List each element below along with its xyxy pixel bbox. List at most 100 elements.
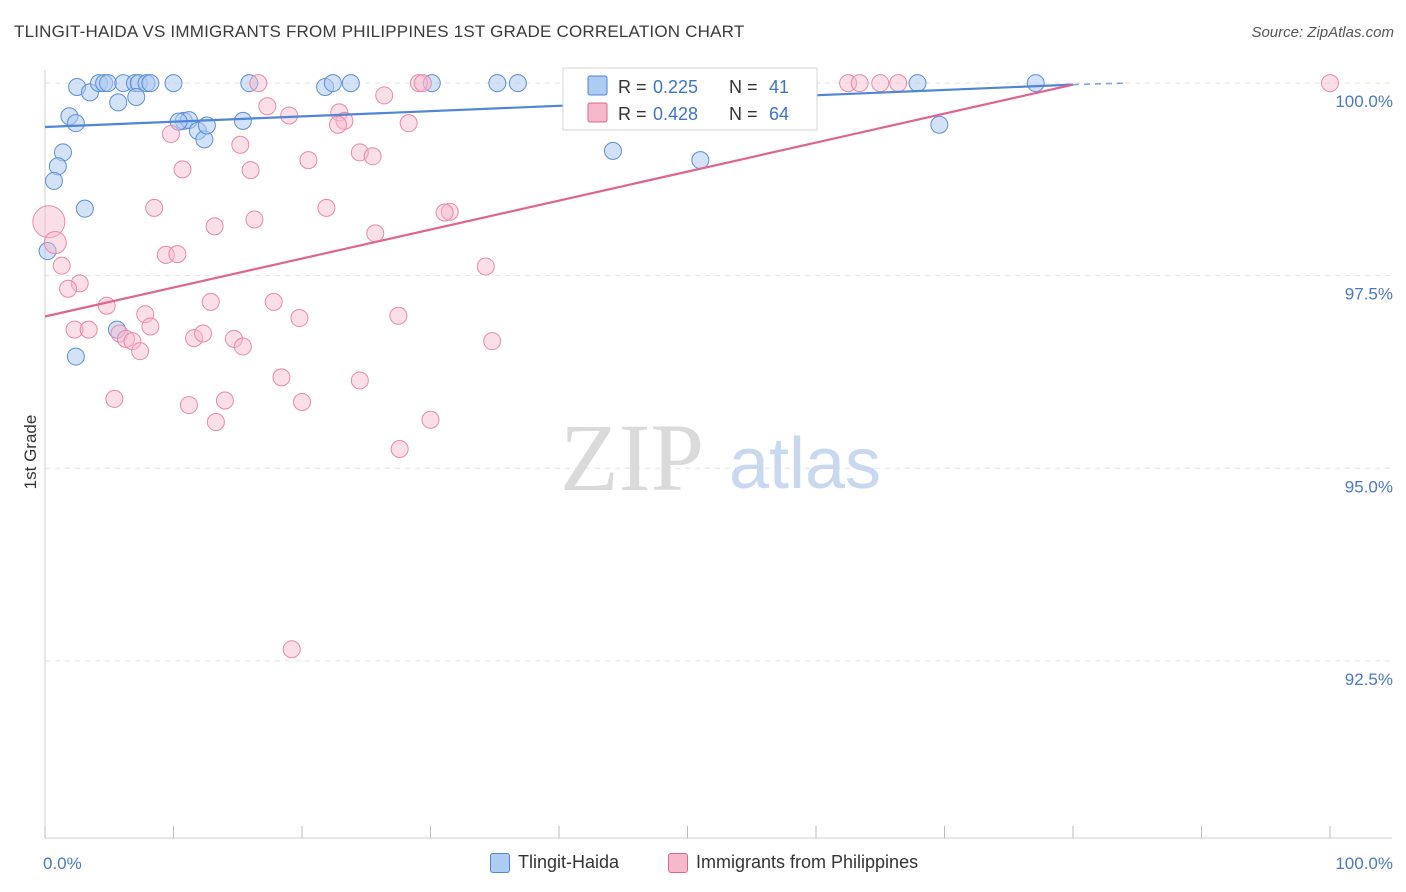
philippines-point — [233, 337, 252, 356]
axes: 100.0% 97.5% 95.0% 92.5% 0.0% 100.0% — [43, 70, 1393, 873]
philippines-point — [280, 106, 299, 125]
y-tick-label: 100.0% — [1335, 92, 1393, 111]
series-legend: Tlingit-Haida Immigrants from Philippine… — [0, 852, 1406, 878]
tlingit-haida-point — [98, 74, 117, 93]
stats-n-label-1: N = — [729, 77, 758, 97]
philippines-point — [70, 274, 89, 293]
tlingit-haida-point — [44, 171, 63, 190]
philippines-point — [194, 324, 213, 343]
philippines-point — [889, 74, 908, 93]
philippines-trend-line — [44, 83, 1074, 318]
tlingit-haida-point — [141, 74, 160, 93]
philippines-point — [161, 124, 180, 143]
chart-title: TLINGIT-HAIDA VS IMMIGRANTS FROM PHILIPP… — [14, 22, 745, 41]
philippines-point — [290, 309, 309, 328]
philippines-point — [179, 396, 198, 415]
stats-r-value-1: 0.225 — [653, 77, 698, 97]
philippines-point — [43, 231, 67, 255]
philippines-point — [241, 161, 260, 180]
stats-r-label-1: R = — [618, 77, 647, 97]
philippines-point — [206, 413, 225, 432]
stats-n-value-2: 64 — [769, 104, 789, 124]
tlingit-haida-point — [75, 199, 94, 218]
data-points — [32, 74, 1339, 659]
philippines-point — [168, 245, 187, 264]
legend-label-tlingit-haida: Tlingit-Haida — [518, 852, 620, 872]
tlingit-haida-point — [930, 115, 949, 134]
tlingit-haida-point — [66, 114, 85, 133]
legend-swatch-blue — [490, 852, 510, 873]
philippines-point — [389, 306, 408, 325]
philippines-point — [476, 257, 495, 276]
philippines-point — [249, 74, 268, 93]
philippines-point — [258, 97, 277, 116]
stats-n-label-2: N = — [729, 104, 758, 124]
philippines-point — [272, 368, 291, 387]
tlingit-haida-point — [109, 93, 128, 112]
stats-swatch-pink — [587, 102, 608, 123]
tlingit-haida-point — [908, 74, 927, 93]
x-tick-label: 0.0% — [43, 854, 82, 873]
philippines-point — [131, 342, 150, 361]
source-credit: Source: ZipAtlas.com — [1251, 24, 1394, 41]
philippines-point — [1321, 74, 1339, 93]
philippines-point — [231, 135, 250, 154]
philippines-point — [413, 74, 432, 93]
philippines-point — [224, 329, 243, 348]
stats-r-label-2: R = — [618, 104, 647, 124]
watermark-atlas: atlas — [729, 424, 881, 504]
tlingit-haida-point — [488, 74, 507, 93]
philippines-point — [97, 296, 116, 315]
stats-r-value-2: 0.428 — [653, 104, 698, 124]
philippines-point — [483, 332, 502, 351]
tlingit-haida-point — [508, 74, 527, 93]
philippines-point — [390, 440, 409, 458]
philippines-point — [185, 329, 204, 348]
philippines-point — [409, 74, 428, 93]
tlingit-haida-point — [1026, 74, 1045, 93]
legend-swatch-pink — [668, 852, 688, 873]
philippines-point — [264, 292, 283, 311]
y-tick-label: 92.5% — [1345, 670, 1393, 689]
philippines-point — [282, 640, 301, 659]
legend-item-philippines: Immigrants from Philippines — [668, 852, 918, 873]
trend-lines — [44, 82, 1125, 318]
philippines-point — [299, 151, 318, 170]
philippines-point — [105, 389, 124, 408]
watermark: ZIP atlas — [560, 404, 881, 511]
y-tick-label: 97.5% — [1345, 285, 1393, 304]
philippines-point — [65, 320, 84, 339]
tlingit-haida-point — [164, 74, 183, 93]
stats-legend: R = 0.225 N = 41 R = 0.428 N = 64 — [562, 67, 818, 131]
philippines-point — [59, 279, 78, 298]
philippines-point — [850, 74, 869, 93]
stats-n-value-1: 41 — [769, 77, 789, 97]
philippines-point — [201, 292, 220, 311]
watermark-zip: ZIP — [560, 404, 704, 511]
philippines-point — [215, 391, 234, 410]
tlingit-haida-point — [66, 347, 85, 366]
philippines-point — [328, 115, 347, 134]
philippines-point — [350, 371, 369, 390]
tlingit-haida-point — [323, 74, 342, 93]
stats-swatch-blue — [587, 75, 608, 96]
philippines-point — [435, 203, 454, 222]
tlingit-haida-point — [691, 151, 710, 170]
philippines-point — [421, 410, 440, 429]
philippines-point — [145, 198, 164, 217]
philippines-point — [399, 114, 418, 133]
philippines-point — [363, 147, 382, 166]
tlingit-haida-trend-line — [44, 83, 1074, 129]
tlingit-haida-point — [233, 111, 252, 130]
philippines-point — [123, 332, 142, 351]
philippines-point — [871, 74, 890, 93]
y-axis-label: 1st Grade — [21, 415, 40, 490]
philippines-point — [32, 205, 66, 239]
legend-label-philippines: Immigrants from Philippines — [696, 852, 919, 872]
philippines-point — [440, 202, 459, 221]
philippines-point — [205, 217, 224, 236]
philippines-point — [293, 393, 311, 412]
philippines-point — [173, 160, 192, 179]
philippines-point — [52, 256, 71, 275]
